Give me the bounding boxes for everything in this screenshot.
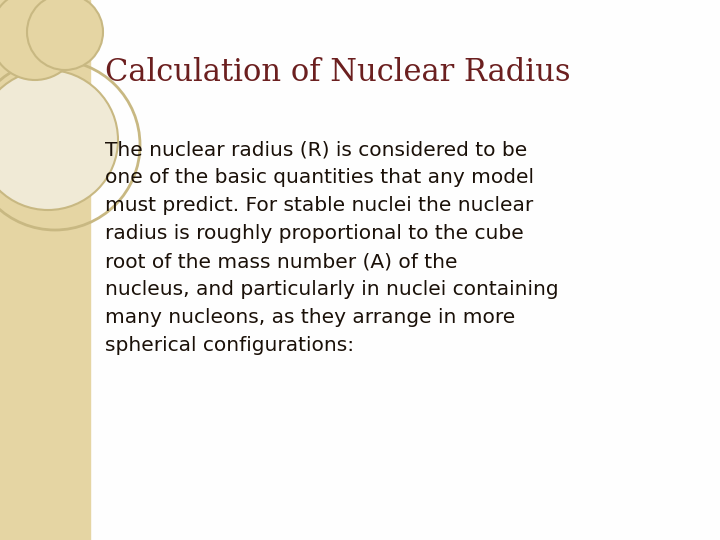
Circle shape bbox=[0, 0, 80, 80]
Text: Calculation of Nuclear Radius: Calculation of Nuclear Radius bbox=[105, 57, 571, 88]
Circle shape bbox=[0, 70, 118, 210]
Circle shape bbox=[27, 0, 103, 70]
Bar bbox=[0, 0, 90, 540]
Text: The nuclear radius (R) is considered to be
one of the basic quantities that any : The nuclear radius (R) is considered to … bbox=[105, 140, 559, 355]
